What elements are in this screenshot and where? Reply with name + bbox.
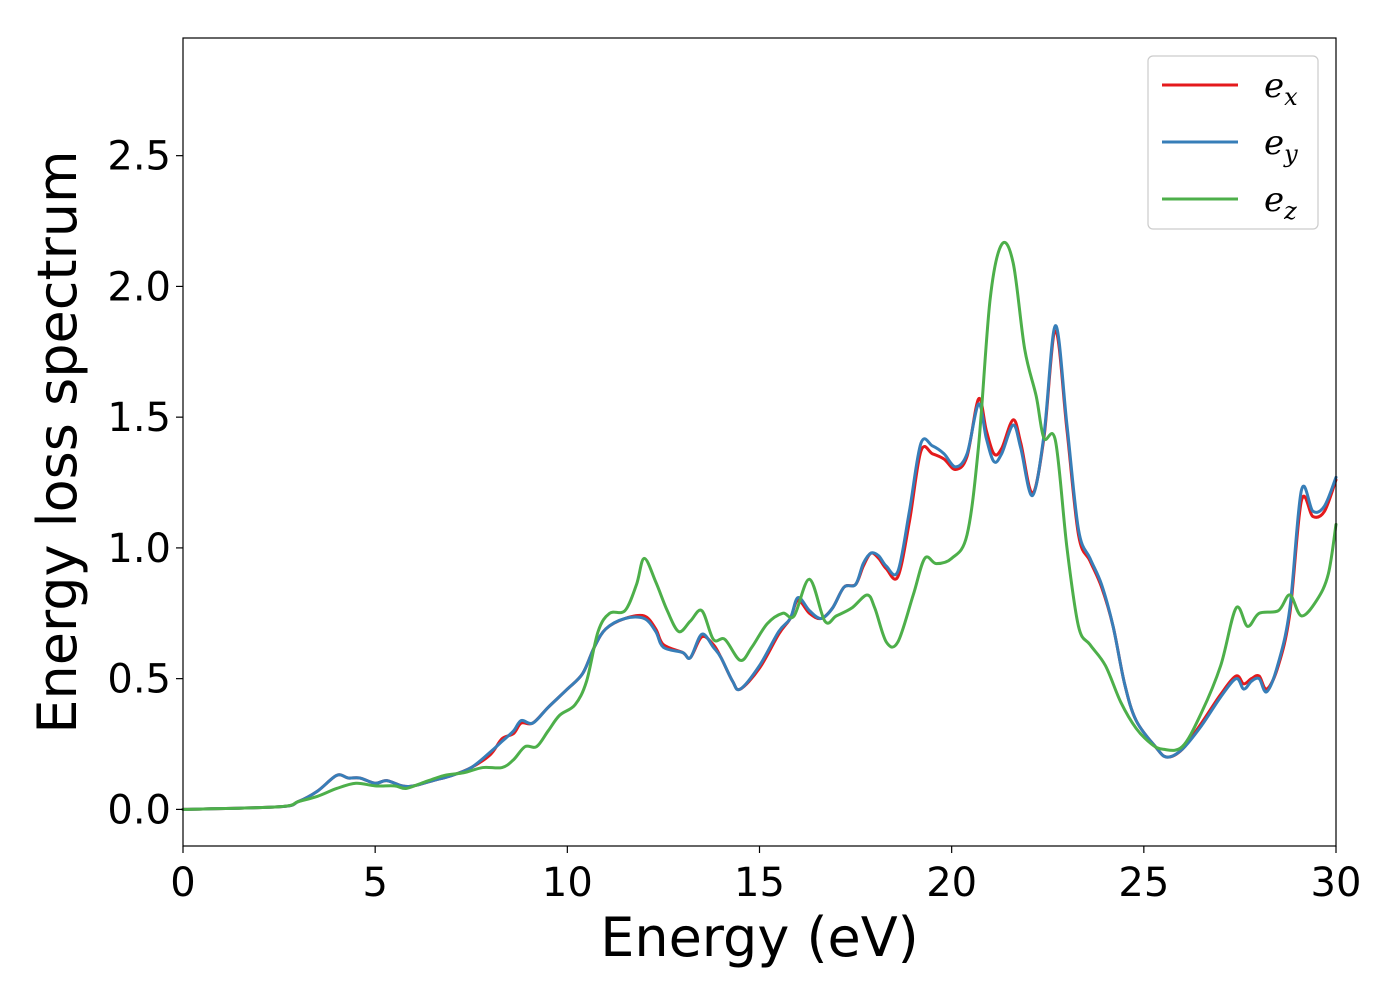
x-tick-label: 0	[170, 860, 195, 906]
plot-background	[183, 38, 1336, 846]
x-tick-label: 15	[734, 860, 785, 906]
y-axis-label: Energy loss spectrum	[26, 150, 89, 733]
x-tick-label: 5	[362, 860, 387, 906]
series-line-y	[181, 324, 1338, 811]
y-tick-label: 2.5	[107, 134, 171, 180]
y-axis-ticks: 0.0 0.5 1.0 1.5 2.0 2.5	[107, 134, 183, 833]
y-tick-label: 0.5	[107, 657, 171, 703]
series-line-z	[181, 240, 1338, 811]
x-axis-ticks: 0 5 10 15 20 25 30	[170, 846, 1361, 906]
y-tick-label: 1.5	[107, 395, 171, 441]
x-tick-label: 30	[1311, 860, 1362, 906]
x-axis-label: Energy (eV)	[600, 906, 919, 969]
x-tick-label: 25	[1118, 860, 1169, 906]
x-tick-label: 10	[542, 860, 593, 906]
x-tick-label: 20	[926, 860, 977, 906]
series-layer	[181, 240, 1338, 811]
y-tick-label: 2.0	[107, 264, 171, 310]
y-tick-label: 0.0	[107, 787, 171, 833]
y-tick-label: 1.0	[107, 526, 171, 572]
